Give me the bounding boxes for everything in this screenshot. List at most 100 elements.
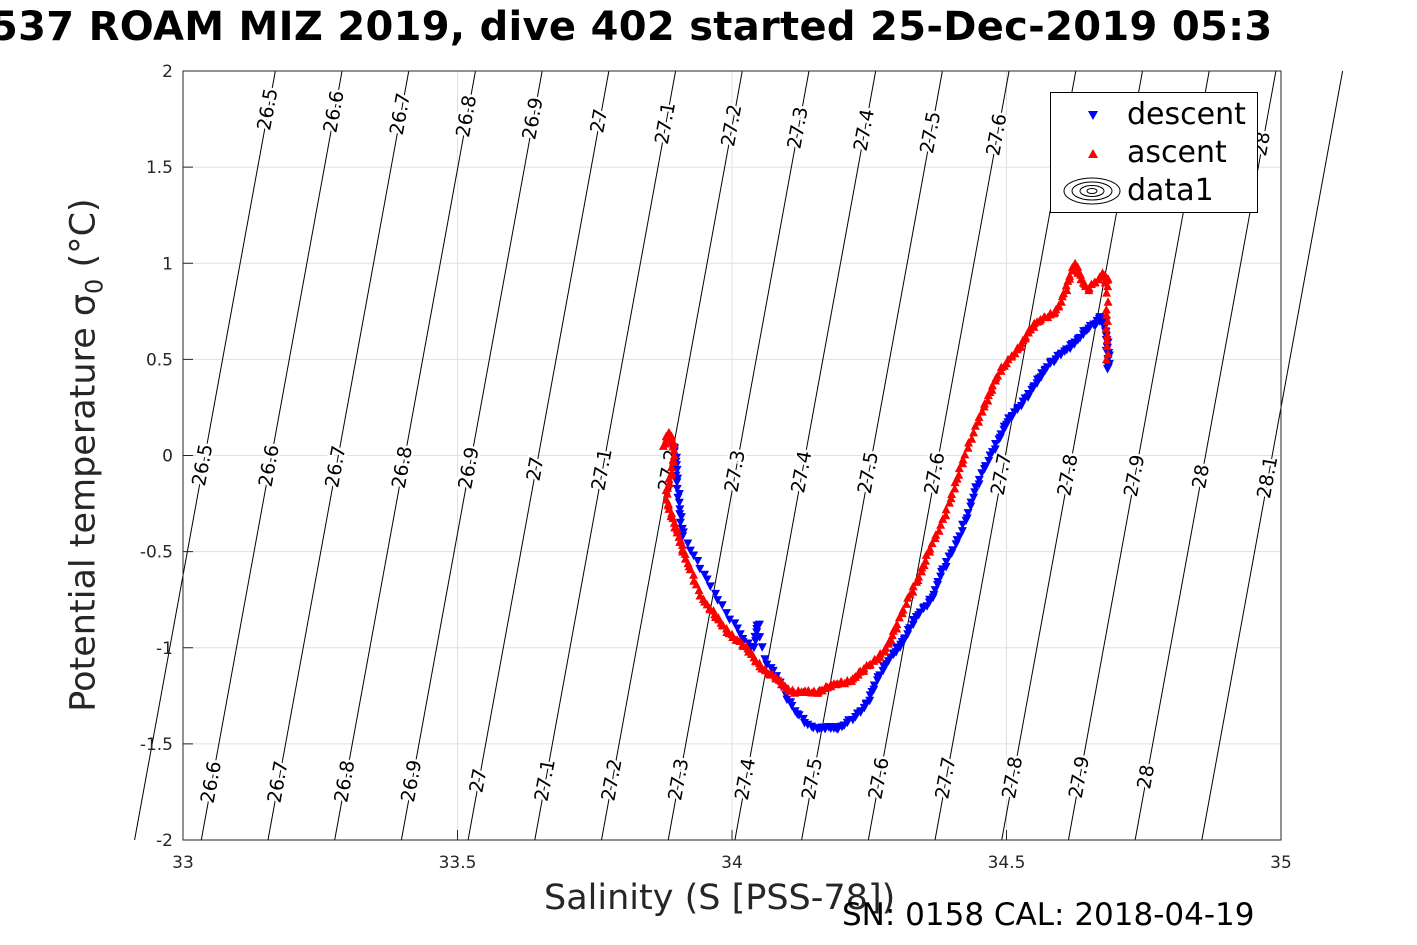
descent-point <box>700 570 710 580</box>
x-tick-label: 33.5 <box>439 853 477 873</box>
ascent-point <box>983 396 993 405</box>
contour-label-middle: 28 <box>1188 463 1214 491</box>
x-tick-label: 33 <box>172 853 194 873</box>
descent-point <box>676 513 686 522</box>
legend: descent ascent data1 <box>1050 92 1258 213</box>
descent-point <box>869 681 879 691</box>
descent-point <box>732 624 742 634</box>
descent-point <box>1103 364 1113 374</box>
axis-ticks: 33 33.5 34 34.5 35 2 1.5 1 0.5 0 -0.5 -1 -1.5 -2 <box>140 62 1292 873</box>
descent-point <box>755 633 765 642</box>
y-axis-label-unit: (°C) <box>63 198 104 279</box>
ascent-series <box>658 258 1113 697</box>
legend-label-ascent: ascent <box>1127 135 1227 170</box>
y-tick-label: -1.5 <box>140 735 173 755</box>
descent-point <box>689 551 699 560</box>
descent-point <box>936 572 946 582</box>
descent-point <box>948 546 958 555</box>
ascent-point <box>950 483 960 493</box>
ascent-point <box>919 560 929 570</box>
ascent-point <box>993 371 1003 380</box>
ascent-point <box>927 538 937 548</box>
ascent-marker-icon <box>1088 149 1098 158</box>
descent-point <box>984 456 994 466</box>
descent-point <box>974 480 984 489</box>
isopycnal-line <box>134 70 276 841</box>
descent-point <box>970 488 980 497</box>
isopycnal-line <box>267 70 410 841</box>
ascent-point <box>974 417 984 426</box>
ascent-point <box>694 585 704 595</box>
descent-point <box>702 575 712 585</box>
y-tick-label: 0 <box>162 447 173 467</box>
ascent-point <box>944 498 954 507</box>
chart-title-text: 537 ROAM MIZ 2019, dive 402 started 25-D… <box>0 4 1273 50</box>
isopycnal-line <box>534 70 677 841</box>
y-axis-label-main: Potential temperature <box>63 316 104 712</box>
y-axis-label-sigma: σ <box>63 293 104 317</box>
ascent-point <box>677 540 687 549</box>
descent-point <box>757 643 767 652</box>
descent-point <box>711 589 721 599</box>
descent-point <box>929 590 939 600</box>
isopycnal-line <box>867 70 1010 841</box>
chart-title: 537 ROAM MIZ 2019, dive 402 started 25-D… <box>0 4 1417 56</box>
isopycnal-line <box>801 70 943 841</box>
ascent-point <box>969 427 979 437</box>
descent-point <box>951 540 961 549</box>
ascent-point <box>886 635 896 645</box>
ascent-point <box>689 570 699 579</box>
ascent-point <box>1102 330 1112 340</box>
calibration-footer: SN: 0158 CAL: 2018-04-19 <box>842 897 1255 933</box>
descent-point <box>1036 373 1046 382</box>
ascent-point <box>680 549 690 558</box>
ascent-point <box>1103 274 1113 283</box>
ascent-point <box>669 518 679 527</box>
descent-point <box>787 701 797 711</box>
contour-label-top: 27 <box>586 107 612 135</box>
descent-point <box>963 509 973 518</box>
ascent-point <box>908 581 918 591</box>
descent-point <box>754 620 764 630</box>
descent-point <box>722 609 732 618</box>
descent-point <box>782 695 792 705</box>
isopycnal-line <box>601 70 743 841</box>
y-tick-label: 0.5 <box>146 350 173 370</box>
descent-point <box>672 478 682 487</box>
ascent-point <box>1101 310 1111 319</box>
ascent-point <box>1073 262 1083 271</box>
ascent-point <box>691 579 701 589</box>
descent-point <box>695 564 705 574</box>
descent-point <box>717 601 727 610</box>
descent-point <box>675 505 685 514</box>
ascent-point <box>934 526 944 535</box>
contour-label-bottom: 27 <box>465 767 491 795</box>
descent-point <box>685 546 695 556</box>
descent-point <box>1003 418 1013 427</box>
ascent-point <box>1101 324 1111 333</box>
ascent-point <box>1101 305 1111 314</box>
ascent-point <box>901 599 911 608</box>
contour-label-middle: 27 <box>523 455 549 483</box>
descent-point <box>713 596 723 605</box>
x-tick-label: 34 <box>721 853 743 873</box>
legend-label-descent: descent <box>1127 97 1246 132</box>
ascent-point <box>987 385 997 394</box>
ascent-point <box>1102 341 1112 351</box>
legend-item-descent: descent <box>1051 97 1259 133</box>
ascent-point <box>892 624 902 633</box>
ascent-point <box>941 504 951 514</box>
descent-point <box>990 445 1000 454</box>
ascent-point <box>921 556 931 565</box>
ascent-point <box>663 500 673 510</box>
ascent-point <box>892 619 902 629</box>
y-tick-label: -0.5 <box>140 543 173 563</box>
ascent-point <box>894 612 904 622</box>
isopycnal-line <box>1201 70 1344 841</box>
x-axis-label: Salinity (S [PSS-78]) <box>544 878 896 918</box>
y-tick-label: 2 <box>162 62 173 82</box>
ascent-point <box>1103 297 1113 306</box>
ascent-point <box>1076 270 1086 279</box>
ascent-point <box>960 449 970 459</box>
isopycnal-line <box>334 70 476 841</box>
